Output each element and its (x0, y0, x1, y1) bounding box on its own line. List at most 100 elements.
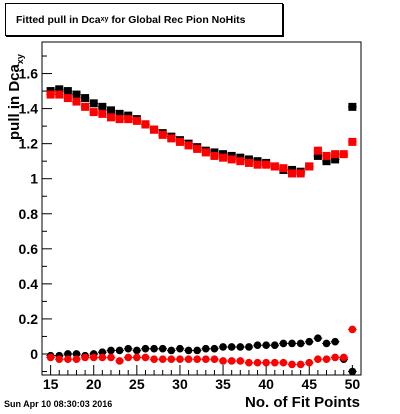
series-2-circle-marker (314, 334, 322, 342)
series-1-square-marker (89, 108, 98, 117)
y-tick-label: 0.8 (19, 206, 39, 222)
series-3-circle-marker (176, 355, 184, 364)
series-2-circle-marker (322, 339, 331, 348)
series-2-circle-marker (133, 346, 141, 355)
plot-frame (41, 41, 362, 376)
x-tick-label: 30 (172, 376, 188, 392)
series-3-circle-marker (202, 355, 210, 364)
series-3-circle-marker (81, 353, 89, 362)
series-2-circle-marker (331, 337, 339, 346)
series-1-square-marker (339, 150, 348, 159)
series-3-circle-marker (141, 353, 150, 362)
series-0-square-marker (72, 90, 81, 99)
series-1-square-marker (219, 153, 228, 162)
x-tick-label: 50 (345, 376, 361, 392)
series-2-circle-marker (348, 367, 357, 376)
series-1-square-marker (210, 151, 219, 160)
x-tick-label: 35 (215, 376, 231, 392)
series-2-circle-marker (202, 344, 210, 353)
series-3-circle-marker (314, 355, 322, 364)
series-1-square-marker (55, 90, 64, 99)
chart-title-suffix: for Global Rec Pion NoHits (111, 13, 246, 26)
series-3-circle-marker (262, 358, 270, 367)
series-2-circle-marker (262, 341, 270, 350)
series-3-circle-marker (305, 358, 314, 367)
y-axis-label-subscript: xy (15, 54, 25, 65)
series-3-circle-marker (124, 353, 133, 362)
series-2-circle-marker (72, 350, 81, 358)
series-3-circle-marker (133, 353, 141, 362)
series-1-square-marker (46, 90, 55, 99)
x-axis-label: No. of Fit Points (245, 394, 360, 411)
series-2-circle-marker (193, 346, 201, 355)
y-tick-label: 1.6 (19, 66, 39, 82)
series-2-circle-marker (107, 346, 115, 355)
series-3-circle-marker (288, 360, 296, 369)
series-1-square-marker (72, 97, 81, 106)
series-1-square-marker (63, 94, 72, 103)
series-2-circle-marker (124, 344, 133, 353)
series-2-circle-marker (270, 341, 279, 350)
series-0-square-marker (63, 87, 72, 96)
series-2-circle-marker (253, 341, 262, 350)
series-2-circle-marker (236, 343, 245, 351)
y-tick-label: 0.6 (19, 241, 39, 257)
series-0-square-marker (81, 94, 90, 103)
series-1-square-marker (348, 137, 357, 146)
series-2-circle-marker (158, 344, 167, 353)
series-1-square-marker (158, 130, 167, 139)
series-3-circle-marker (150, 355, 158, 364)
x-tick-label: 45 (301, 376, 317, 392)
series-3-circle-marker (219, 357, 227, 365)
series-3-circle-marker (64, 355, 72, 364)
series-1-square-marker (124, 115, 133, 124)
x-tick-label: 15 (43, 376, 59, 392)
series-0-square-marker (313, 151, 322, 160)
series-2-circle-marker (279, 339, 288, 348)
series-3-circle-marker (339, 353, 348, 362)
series-2-circle-marker (245, 343, 253, 351)
series-1-square-marker (106, 113, 115, 122)
series-0-square-marker (106, 106, 115, 115)
x-tick-label: 40 (258, 376, 274, 392)
series-1-square-marker (193, 144, 202, 153)
series-3-circle-marker (72, 355, 81, 364)
series-3-circle-marker (115, 357, 124, 365)
series-0-square-marker (98, 102, 107, 111)
series-2-circle-marker (176, 344, 184, 353)
series-3-circle-marker (89, 353, 98, 362)
series-2-circle-marker (210, 344, 219, 353)
series-3-circle-marker (184, 355, 193, 364)
series-1-square-marker (313, 146, 322, 155)
series-1-square-marker (244, 158, 253, 167)
series-1-square-marker (262, 160, 271, 169)
y-tick-label: 0.4 (19, 276, 39, 292)
chart-title-subscript: xy (100, 16, 109, 23)
series-3-circle-marker (167, 355, 176, 364)
series-2-circle-marker (296, 339, 305, 348)
series-2-circle-marker (150, 344, 158, 353)
series-1-square-marker (175, 137, 184, 146)
series-1-square-marker (132, 116, 141, 125)
series-1-square-marker (305, 162, 314, 171)
series-3-circle-marker (55, 355, 64, 364)
series-3-circle-marker (322, 355, 331, 364)
y-axis-label: pull in Dcaxy (6, 54, 25, 140)
series-3-circle-marker (107, 353, 115, 362)
series-2-circle-marker (167, 346, 176, 355)
series-0-square-marker (115, 109, 124, 118)
series-3-circle-marker (270, 358, 279, 367)
y-tick-label: 1.4 (19, 101, 39, 117)
series-0-square-marker (322, 157, 331, 166)
series-3-circle-marker (253, 358, 262, 367)
chart-title: Fitted pull in Dca xy for Global Rec Pion… (5, 3, 283, 36)
series-2-circle-marker (219, 343, 227, 351)
series-0-square-marker (55, 85, 64, 94)
timestamp: Sun Apr 10 08:30:03 2016 (4, 399, 113, 409)
series-1-square-marker (288, 169, 297, 178)
series-1-square-marker (322, 151, 331, 160)
series-1-square-marker (141, 120, 150, 129)
series-3-circle-marker (193, 355, 201, 364)
y-tick-label: 1 (30, 171, 38, 187)
